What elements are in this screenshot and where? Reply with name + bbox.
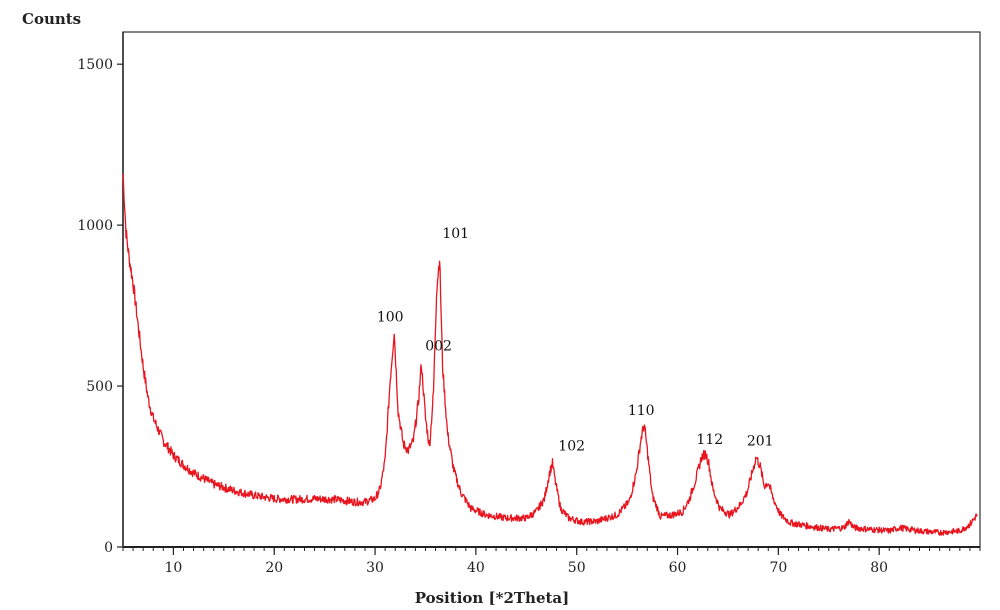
y-tick-label: 500 (86, 379, 113, 395)
peak-label: 002 (425, 339, 452, 355)
x-tick-label: 50 (568, 560, 586, 576)
x-ticks: 10 20 30 40 50 60 70 80 (122, 547, 981, 576)
y-tick-label: 0 (104, 540, 113, 556)
x-axis-title: Position [*2Theta] (415, 589, 570, 607)
series-layer (122, 173, 978, 536)
peak-label: 101 (442, 226, 469, 242)
x-tick-label: 40 (467, 560, 485, 576)
x-tick-label: 20 (265, 560, 283, 576)
peak-label: 112 (696, 432, 723, 448)
peak-label: 102 (558, 438, 585, 454)
peak-annotations: 100 002 101 102 110 112 201 (377, 226, 774, 454)
x-tick-label: 80 (870, 560, 888, 576)
peak-label: 201 (747, 434, 774, 450)
y-axis-title: Counts (22, 10, 81, 28)
x-tick-label: 30 (366, 560, 384, 576)
x-tick-label: 70 (769, 560, 787, 576)
series-line-0 (122, 173, 978, 536)
y-tick-label: 1000 (77, 218, 113, 234)
peak-label: 110 (628, 403, 655, 419)
x-tick-label: 10 (164, 560, 182, 576)
y-ticks: 0 500 1000 1500 (77, 57, 123, 556)
peak-label: 100 (377, 310, 404, 326)
y-tick-label: 1500 (77, 57, 113, 73)
x-tick-label: 60 (669, 560, 687, 576)
